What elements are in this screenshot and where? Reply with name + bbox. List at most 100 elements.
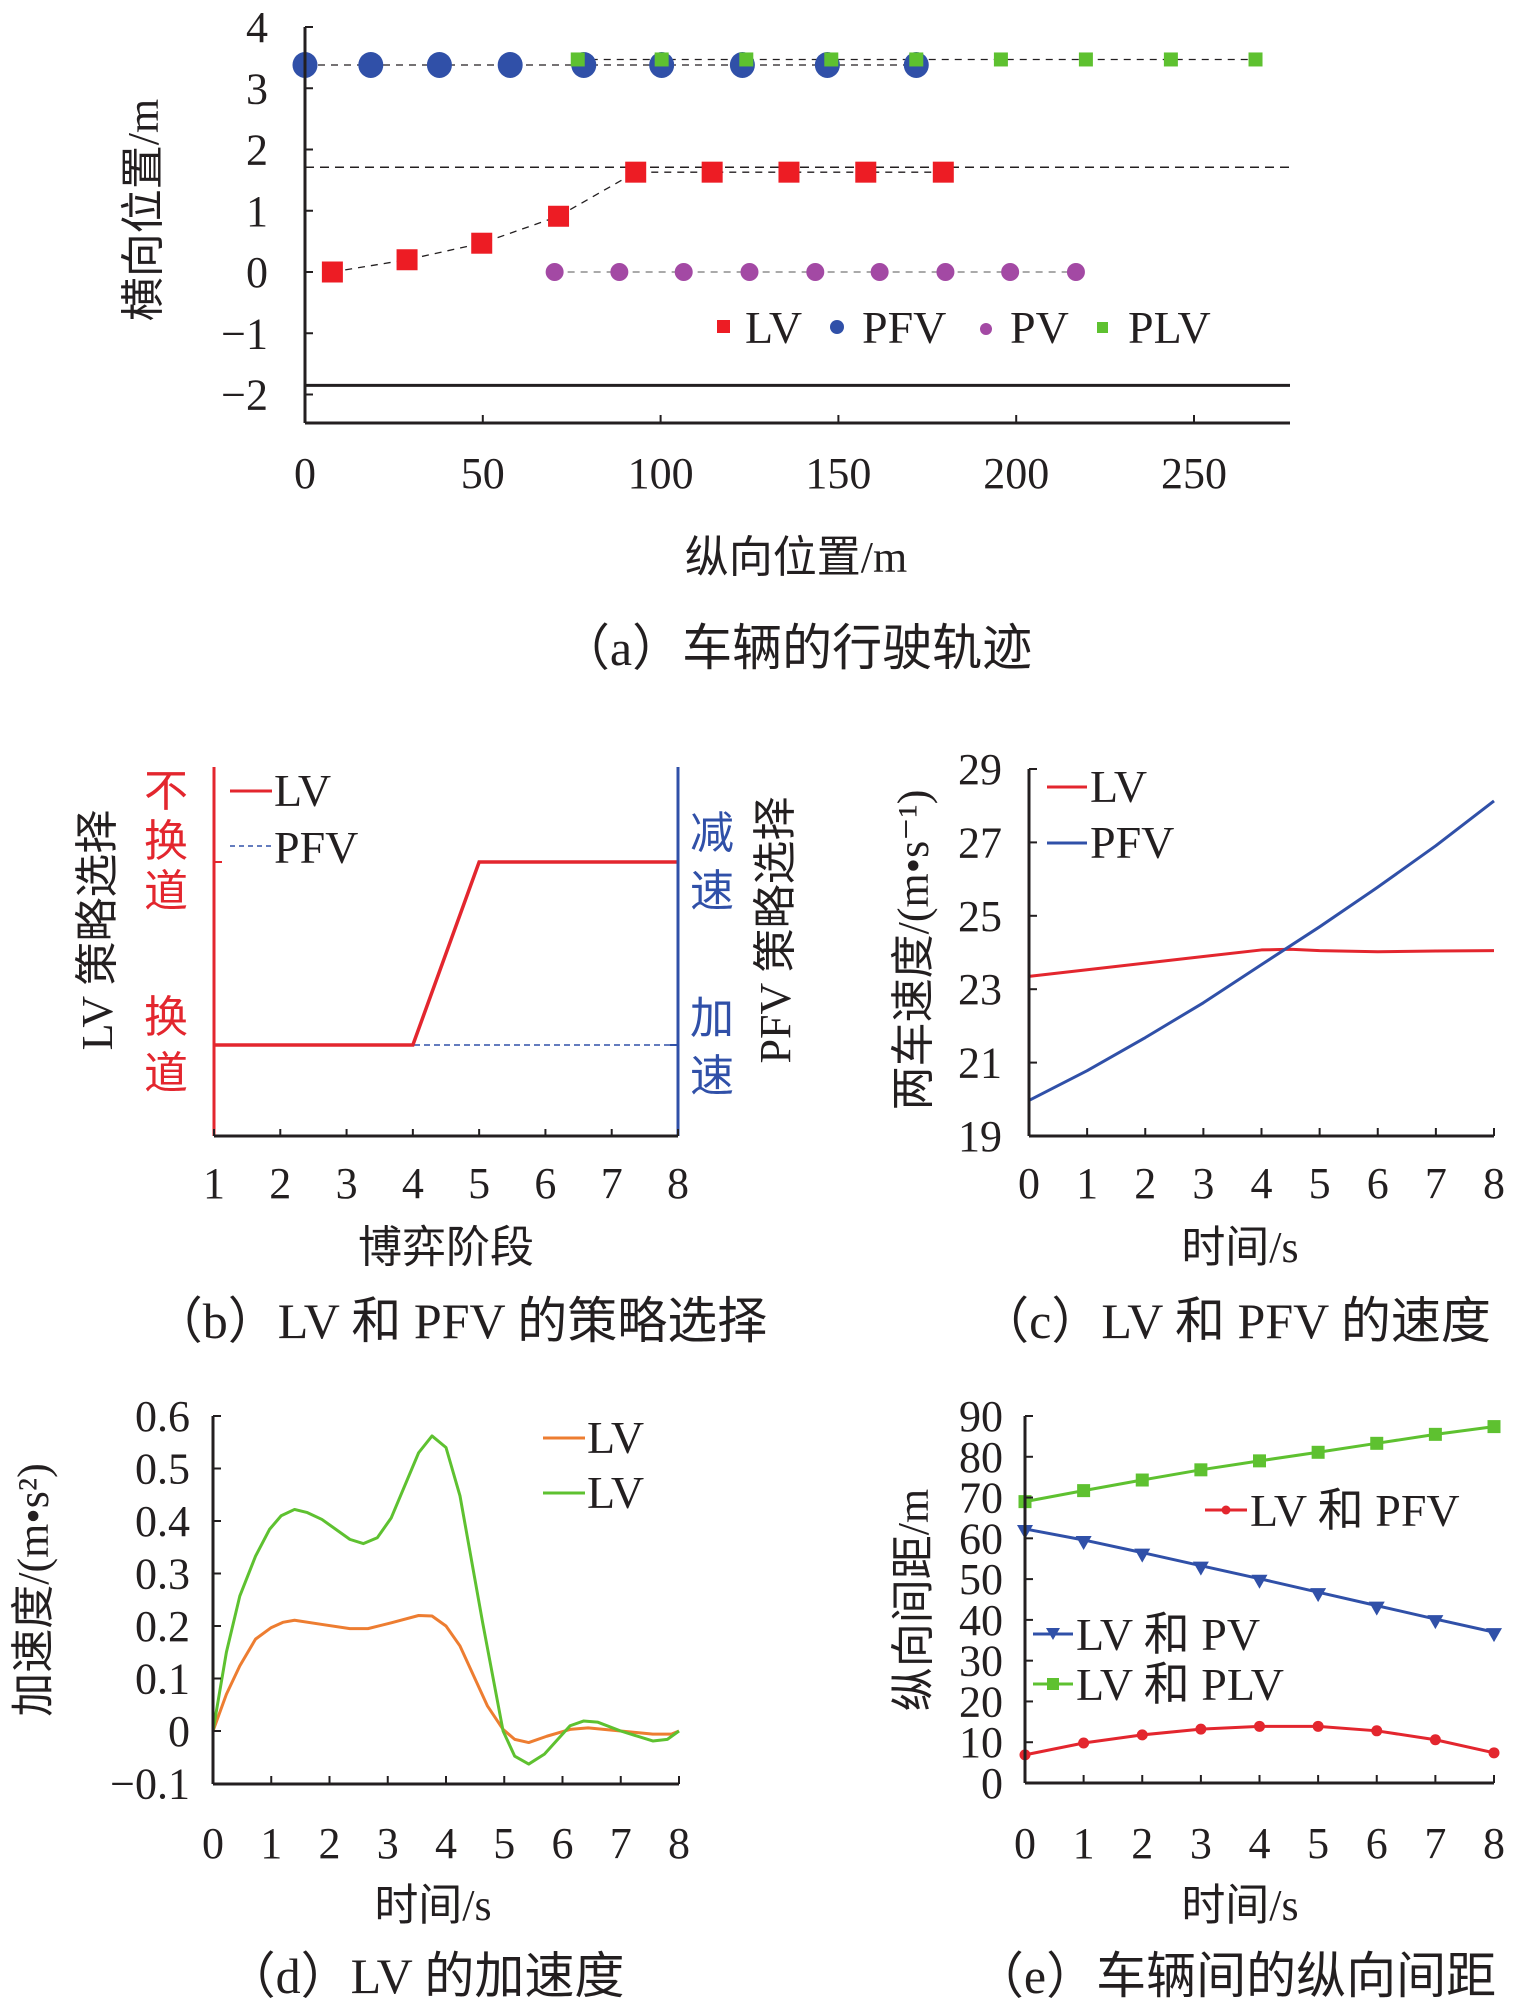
y-tick-label: 60 xyxy=(959,1514,1003,1563)
point-pv xyxy=(1001,263,1020,281)
chart-a-marks xyxy=(292,51,1290,387)
point-plv xyxy=(1163,52,1178,67)
level-label-char: 加 xyxy=(690,994,734,1043)
level-label-char: 减 xyxy=(690,809,734,858)
y-tick-label: 70 xyxy=(959,1474,1003,1523)
point-lv-pv xyxy=(1427,1615,1444,1630)
caption-c: （c）LV 和 PFV 的速度 xyxy=(979,1293,1491,1349)
legend-label-pfv: PFV xyxy=(274,822,358,873)
point-lv-plv xyxy=(1253,1454,1266,1468)
y-tick-label: 2 xyxy=(246,126,268,175)
x-tick-label: 5 xyxy=(493,1819,515,1868)
x-tick-label: 5 xyxy=(1309,1159,1331,1208)
x-tick-label: 7 xyxy=(610,1819,632,1868)
legend-label-lv: LV xyxy=(745,302,802,353)
chart-c-xlabel: 时间/s xyxy=(1181,1223,1298,1272)
chart-e-xlabel: 时间/s xyxy=(1181,1881,1298,1930)
x-tick-label: 1 xyxy=(203,1159,225,1208)
point-plv xyxy=(739,52,754,67)
point-pfv xyxy=(358,51,384,78)
legend-label-lv-plv: LV 和 PLV xyxy=(1076,1659,1284,1710)
point-lv xyxy=(625,161,647,183)
point-lv-pfv xyxy=(1078,1737,1090,1749)
pfv-level-decelerate: 减速 xyxy=(690,809,734,916)
chart-b-ylabel-right: PFV 策略选择 xyxy=(751,797,800,1064)
x-tick-label: 100 xyxy=(628,449,694,498)
chart-d-acceleration: 0 1 2 3 4 5 6 7 80.60.50.40.30.20.10−0.1 LV LV 加… xyxy=(9,1392,690,2004)
series-line-lv xyxy=(214,860,678,1047)
x-tick-label: 3 xyxy=(336,1159,358,1208)
y-tick-label: 0.5 xyxy=(135,1445,190,1494)
chart-c-ylabel: 两车速度/(m•s⁻¹) xyxy=(889,790,938,1111)
caption-d: （d）LV 的加速度 xyxy=(226,1948,625,2004)
y-tick-label: 4 xyxy=(246,3,268,52)
y-tick-label: 21 xyxy=(958,1039,1002,1088)
y-tick-label: 0 xyxy=(168,1707,190,1756)
y-tick-label: 50 xyxy=(959,1555,1003,1604)
x-tick-label: 3 xyxy=(1190,1819,1212,1868)
x-tick-label: 3 xyxy=(377,1819,399,1868)
point-lv-pv xyxy=(1368,1601,1385,1616)
point-lv xyxy=(778,161,800,183)
caption-a: （a）车辆的行驶轨迹 xyxy=(560,620,1032,676)
point-lv-plv xyxy=(1370,1436,1384,1450)
point-pv xyxy=(740,263,759,281)
caption-b: （b）LV 和 PFV 的策略选择 xyxy=(153,1293,767,1349)
chart-d-ylabel: 加速度/(m•s²) xyxy=(9,1463,58,1716)
point-plv xyxy=(993,52,1008,67)
point-lv-pfv xyxy=(1429,1734,1441,1746)
lv-level-no-lane-change: 不换道 xyxy=(144,767,188,916)
x-tick-label: 4 xyxy=(1249,1819,1271,1868)
y-tick-label: 30 xyxy=(959,1637,1003,1686)
x-tick-label: 6 xyxy=(534,1159,556,1208)
y-tick-label: 23 xyxy=(958,965,1002,1014)
point-lv-plv xyxy=(1487,1420,1501,1434)
x-tick-label: 6 xyxy=(1366,1819,1388,1868)
legend-label-lv-green: LV xyxy=(587,1467,644,1518)
legend-marker-pfv xyxy=(830,320,844,334)
x-tick-label: 8 xyxy=(1483,1159,1505,1208)
x-tick-label: 7 xyxy=(1424,1819,1446,1868)
point-lv-pfv xyxy=(1312,1720,1324,1732)
point-lv-pv xyxy=(1251,1574,1268,1589)
point-lv-pfv xyxy=(1371,1725,1383,1737)
y-tick-label: 0.3 xyxy=(135,1550,190,1599)
legend-marker-lv-pfv xyxy=(1221,1505,1231,1515)
level-label-char: 换 xyxy=(144,993,188,1042)
x-tick-label: 50 xyxy=(461,449,505,498)
point-plv xyxy=(1078,52,1093,67)
y-tick-label: 20 xyxy=(959,1677,1003,1726)
point-lv-pv xyxy=(1310,1588,1327,1603)
chart-d-axes: 0 1 2 3 4 5 6 7 80.60.50.40.30.20.10−0.1 xyxy=(110,1392,690,1868)
y-tick-label: 10 xyxy=(959,1718,1003,1767)
point-lv xyxy=(396,249,418,271)
point-pfv xyxy=(426,51,452,78)
caption-e: （e）车辆间的纵向间距 xyxy=(974,1948,1496,2004)
legend-label-lv-pfv: LV 和 PFV xyxy=(1250,1485,1460,1536)
chart-e-legend: LV 和 PFV LV 和 PV LV 和 PLV xyxy=(1033,1485,1460,1710)
y-tick-label: 0.2 xyxy=(135,1602,190,1651)
point-lv-pfv xyxy=(1136,1729,1148,1741)
x-tick-label: 0 xyxy=(294,449,316,498)
y-tick-label: 40 xyxy=(959,1596,1003,1645)
x-tick-label: 8 xyxy=(667,1159,689,1208)
y-tick-label: 25 xyxy=(958,892,1002,941)
legend-marker-lv-pv xyxy=(1046,1628,1060,1640)
y-tick-label: −1 xyxy=(221,309,268,358)
point-lv-plv xyxy=(1135,1473,1149,1487)
point-plv xyxy=(570,52,585,67)
legend-label-lv-orange: LV xyxy=(587,1412,644,1463)
point-lv-plv xyxy=(1194,1463,1208,1477)
level-label-char: 道 xyxy=(144,1049,188,1098)
chart-a-ylabel: 横向位置/m xyxy=(119,99,168,321)
x-tick-label: 1 xyxy=(1073,1819,1095,1868)
chart-a-trajectory: 0 50 100 150 200 250 4 3 2 1 0 −1 −2 LV PFV PV PLV 纵… xyxy=(119,3,1290,676)
x-tick-label: 4 xyxy=(435,1819,457,1868)
point-plv xyxy=(1248,52,1263,67)
series-line-pfv xyxy=(1028,799,1495,1102)
point-lv-plv xyxy=(1428,1427,1442,1441)
y-tick-label: 0.4 xyxy=(135,1497,190,1546)
point-pv xyxy=(610,263,629,281)
